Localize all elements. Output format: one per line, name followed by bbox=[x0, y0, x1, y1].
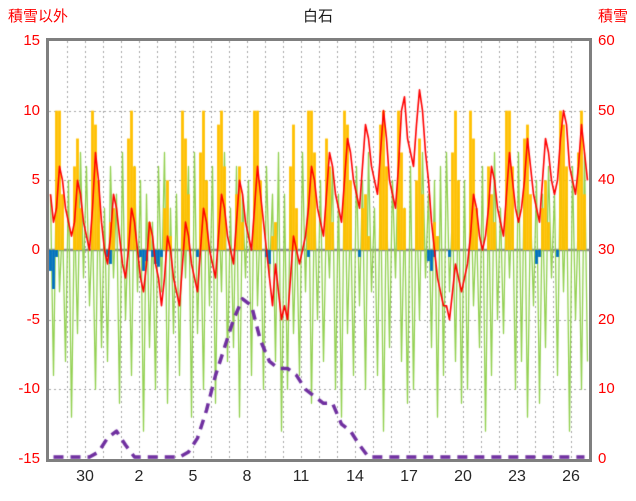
chart-title: 白石 bbox=[302, 8, 333, 25]
right-y-tick-label: 0 bbox=[598, 450, 607, 467]
x-tick-label: 14 bbox=[346, 468, 364, 485]
x-tick-label: 11 bbox=[292, 468, 310, 485]
x-tick-label: 20 bbox=[454, 468, 472, 485]
x-tick-label: 30 bbox=[76, 468, 94, 485]
left-y-tick-label: -5 bbox=[26, 310, 40, 328]
x-tick-label: 17 bbox=[400, 468, 418, 485]
right-y-tick-label: 60 bbox=[598, 32, 615, 49]
x-tick-label: 2 bbox=[134, 468, 144, 485]
right-y-tick-label: 40 bbox=[598, 171, 615, 189]
left-y-tick-label: -10 bbox=[18, 380, 40, 398]
plot-area bbox=[46, 38, 592, 462]
chart-canvas bbox=[49, 41, 589, 459]
left-y-tick-label: 10 bbox=[23, 101, 40, 119]
left-y-tick-label: -15 bbox=[18, 450, 40, 467]
x-tick-label: 8 bbox=[242, 468, 252, 485]
right-axis-title: 積雪 bbox=[597, 8, 628, 25]
x-tick-label: 23 bbox=[508, 468, 526, 485]
left-y-tick-label: 0 bbox=[31, 241, 40, 258]
right-y-tick-label: 10 bbox=[598, 380, 615, 398]
left-axis-title: 積雪以外 bbox=[8, 8, 69, 25]
right-y-tick-label: 20 bbox=[598, 310, 615, 328]
left-y-tick-label: 15 bbox=[23, 32, 40, 49]
left-y-tick-label: 5 bbox=[31, 171, 40, 189]
x-tick-label: 5 bbox=[188, 468, 198, 485]
right-y-tick-label: 30 bbox=[598, 241, 615, 258]
right-y-tick-label: 50 bbox=[598, 101, 615, 119]
x-tick-label: 26 bbox=[562, 468, 580, 485]
